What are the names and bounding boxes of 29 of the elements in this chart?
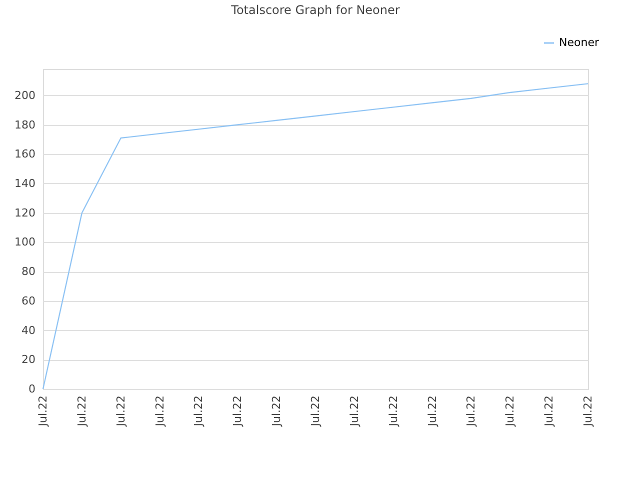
x-tick-label: Jul.22 xyxy=(309,396,322,428)
y-tick-label: 80 xyxy=(22,265,36,278)
y-tick-label: 160 xyxy=(14,148,36,161)
y-tick-label: 140 xyxy=(14,176,36,190)
x-tick-label: Jul.22 xyxy=(36,396,50,428)
y-tick-label: 0 xyxy=(28,382,36,396)
x-tick-label: Jul.22 xyxy=(542,396,556,428)
x-tick-label: Jul.22 xyxy=(75,396,88,428)
legend-label: Neoner xyxy=(559,36,600,49)
x-tick-label: Jul.22 xyxy=(270,396,284,428)
y-tick-label: 60 xyxy=(22,294,36,308)
y-tick-label: 200 xyxy=(14,88,36,102)
x-tick-label: Jul.22 xyxy=(504,396,517,428)
x-tick-label: Jul.22 xyxy=(464,396,478,428)
x-tick-label: Jul.22 xyxy=(582,396,594,428)
x-tick-label: Jul.22 xyxy=(153,396,166,428)
line-series xyxy=(42,83,589,390)
x-tick-label: Jul.22 xyxy=(426,396,439,428)
y-tick-label: 20 xyxy=(22,353,36,366)
y-tick-label: 40 xyxy=(22,324,36,337)
x-tick-label: Jul.22 xyxy=(348,396,361,428)
chart-title: Totalscore Graph for Neoner xyxy=(230,3,400,17)
y-tick-label: 180 xyxy=(14,118,36,132)
x-tick-label: Jul.22 xyxy=(231,396,244,428)
x-tick-label: Jul.22 xyxy=(386,396,400,428)
y-tick-label: 120 xyxy=(14,206,36,220)
y-tick-label: 100 xyxy=(14,236,36,249)
x-tick-label: Jul.22 xyxy=(114,396,128,428)
x-tick-label: Jul.22 xyxy=(192,396,206,428)
